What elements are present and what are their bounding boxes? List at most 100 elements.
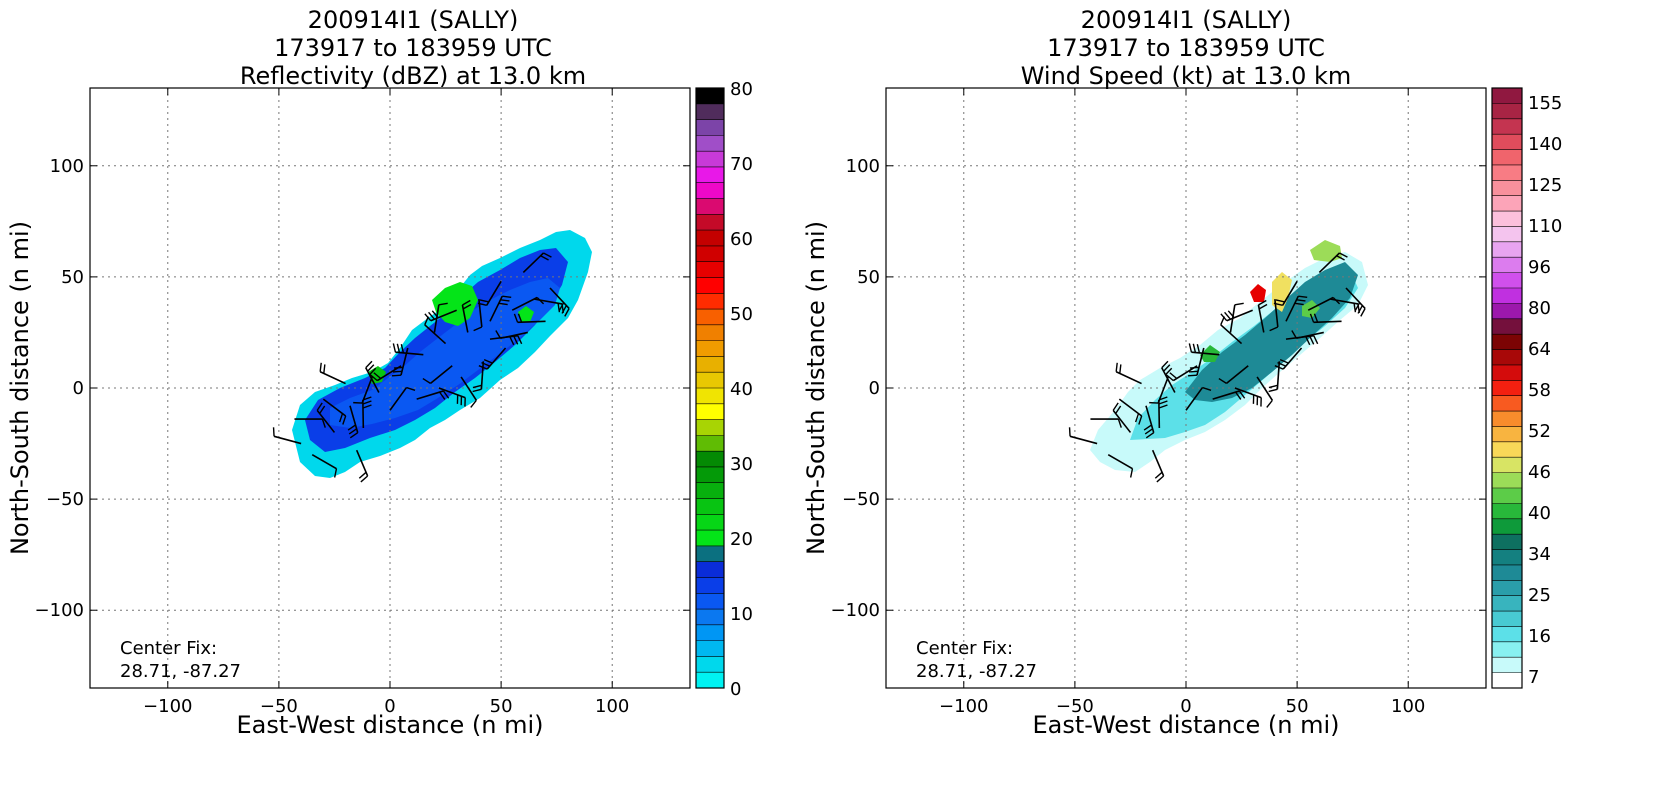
- panel-title-line-2: 173917 to 183959 UTC: [274, 34, 552, 62]
- wind-barb-flag: [1187, 374, 1198, 377]
- wind-barb-flag: [392, 370, 403, 373]
- colorbar-tick-label: 80: [1528, 298, 1551, 319]
- wind-speed-colorbar: 7 16 25 34 40 46 52 58 64 80 96 110 125 140 155: [1491, 87, 1562, 689]
- wind-barb-flag: [321, 418, 326, 428]
- colorbar-segment: [1492, 595, 1522, 612]
- colorbar-tick-label: 96: [1528, 257, 1551, 278]
- wind-barb-flag: [1258, 303, 1268, 310]
- colorbar-segment: [696, 182, 724, 199]
- wind-barb: [1185, 387, 1204, 411]
- colorbar-segment: [696, 530, 724, 547]
- wind-barb-flag: [1305, 336, 1311, 346]
- panel-title-line-2: 173917 to 183959 UTC: [1047, 34, 1325, 62]
- colorbar-frame: [695, 87, 725, 689]
- wind-barb-flag: [1117, 418, 1122, 428]
- reflectivity-echo-east: [518, 306, 534, 322]
- wind-barb: [424, 324, 447, 345]
- wind-barb-flag: [1115, 405, 1122, 414]
- wind-barb-flag: [373, 372, 382, 380]
- wind-barb-flag: [1268, 388, 1278, 393]
- wind-barb-flag: [442, 390, 450, 399]
- colorbar-segment: [1492, 518, 1522, 535]
- wind-barb-flag: [342, 415, 347, 425]
- x-tick-label: 100: [595, 696, 629, 717]
- wind-barb: [430, 309, 457, 322]
- colorbar-segment: [1492, 134, 1522, 150]
- wind-barb-flag: [1353, 303, 1357, 313]
- x-axis-label: East-West distance (n mi): [236, 711, 543, 739]
- colorbar-segment: [696, 466, 724, 484]
- y-tick-label: −50: [46, 489, 84, 510]
- wind-barb: [1229, 304, 1236, 333]
- reflectivity-axis-ticks: −100 −50 0 50 100 −100 −50 0 50 100: [35, 88, 690, 717]
- wind-barb-flag: [1234, 302, 1244, 306]
- wind-yellow-max: [1272, 272, 1292, 312]
- center-fix-label: Center Fix:: [120, 638, 217, 659]
- wind-barb-flag: [1163, 364, 1171, 372]
- colorbar-segment: [696, 324, 724, 341]
- colorbar-segment: [696, 103, 724, 120]
- colorbar-tick-label: 10: [730, 604, 753, 625]
- wind-barb-flag: [1235, 391, 1242, 400]
- wind-barb-flag: [1220, 313, 1228, 322]
- wind-barb: [1145, 405, 1155, 433]
- panel-title-line-1: 200914I1 (SALLY): [1081, 6, 1292, 34]
- colorbar-tick-label: 40: [730, 379, 753, 400]
- wind-barb: [319, 370, 346, 385]
- colorbar-segment: [1492, 149, 1522, 166]
- colorbar-segment: [1492, 472, 1522, 489]
- colorbar-segment: [696, 403, 724, 420]
- colorbar-segment: [696, 309, 724, 326]
- wind-green-ne: [1310, 240, 1342, 262]
- colorbar-segment: [696, 88, 724, 105]
- colorbar-segment: [696, 656, 724, 673]
- wind-barb: [1285, 295, 1299, 322]
- wind-barb: [311, 453, 337, 470]
- wind-barb-flag: [473, 326, 483, 332]
- y-tick-label: 50: [857, 267, 880, 288]
- wind-barb-flag: [365, 360, 373, 369]
- wind-barb-flag: [316, 402, 323, 411]
- wind-speed-wind-barbs: [1068, 252, 1366, 483]
- wind-barb-flag: [1138, 415, 1143, 425]
- colorbar-segment: [1492, 411, 1522, 427]
- colorbar-segment: [1492, 103, 1522, 120]
- y-tick-label: 100: [846, 156, 880, 177]
- wind-barb-flag: [1279, 358, 1289, 364]
- colorbar-tick-label: 60: [730, 229, 753, 250]
- x-tick-label: 0: [1180, 696, 1191, 717]
- wind-barb-flag: [1158, 400, 1168, 405]
- colorbar-tick-label: 50: [730, 304, 753, 325]
- wind-barb-flag: [393, 366, 403, 369]
- colorbar-segment: [1492, 564, 1522, 581]
- colorbar-segment: [1492, 88, 1522, 104]
- wind-barb: [480, 361, 485, 390]
- panel-title-line-1: 200914I1 (SALLY): [308, 6, 519, 34]
- wind-barb-flag: [362, 396, 372, 401]
- wind-barb-flag: [1164, 367, 1173, 376]
- colorbar-segment: [1492, 580, 1522, 596]
- wind-barb: [1226, 309, 1253, 322]
- wind-barb: [1225, 365, 1249, 385]
- wind-barb: [1161, 367, 1176, 393]
- colorbar-segment: [1492, 457, 1522, 473]
- wind-barb-flag: [540, 255, 549, 261]
- colorbar-segment: [696, 135, 724, 152]
- wind-barb-flag: [400, 344, 405, 354]
- y-tick-label: 0: [869, 378, 880, 399]
- colorbar-tick-label: 0: [730, 679, 741, 700]
- colorbar-segment: [696, 198, 724, 215]
- colorbar-segment: [696, 451, 724, 468]
- center-fix-value: 28.71, -87.27: [916, 661, 1037, 682]
- colorbar-segment: [1492, 226, 1522, 243]
- colorbar-tick-label: 30: [730, 454, 753, 475]
- wind-barb-flag: [470, 399, 477, 408]
- wind-speed-gridlines: [886, 88, 1486, 688]
- colorbar-segment: [696, 593, 724, 610]
- colorbar-tick-label: 34: [1528, 544, 1551, 565]
- wind-barb-flag: [1165, 374, 1174, 382]
- colorbar-segment: [1492, 611, 1522, 627]
- colorbar-segment: [696, 388, 724, 405]
- wind-barb-flag: [272, 427, 275, 437]
